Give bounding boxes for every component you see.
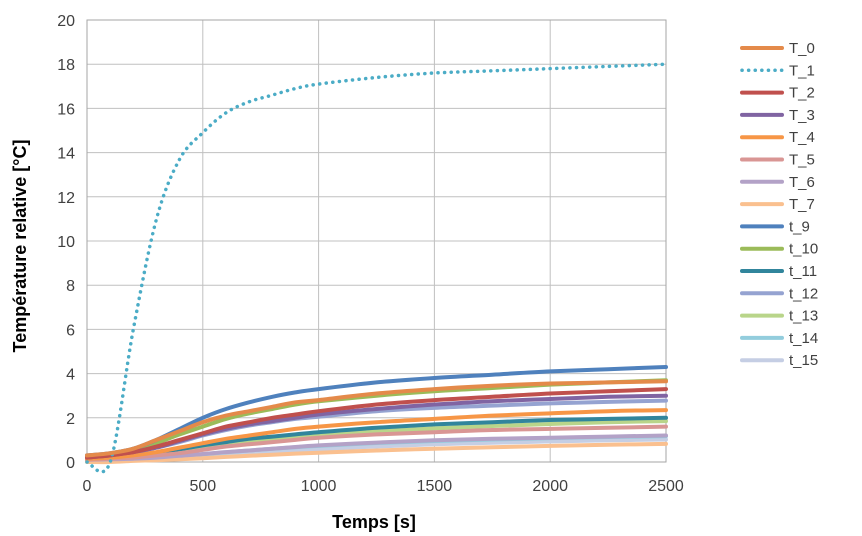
legend-label: t_10	[789, 241, 818, 258]
y-tick-label: 0	[66, 455, 75, 472]
y-axis-ticks: 0 2 4 6 8 10 12 14 16 18 20	[57, 13, 75, 472]
series-line-t-4	[85, 408, 668, 461]
x-tick-label: 1500	[417, 478, 453, 495]
series-layer	[85, 62, 668, 474]
y-tick-label: 8	[66, 278, 75, 295]
x-tick-label: 500	[189, 478, 216, 495]
legend-label: T_0	[789, 40, 815, 57]
plot-frame	[86, 19, 667, 463]
legend-label: t_14	[789, 330, 818, 347]
x-axis-ticks: 0 500 1000 1500 2000 2500	[83, 478, 684, 495]
y-axis-title: Température relative [°C]	[10, 140, 30, 353]
legend-label: t_12	[789, 285, 818, 302]
series-line-t-5	[85, 424, 668, 462]
y-tick-label: 2	[66, 411, 75, 428]
x-axis-title: Temps [s]	[332, 512, 416, 532]
y-tick-label: 4	[66, 367, 75, 384]
legend-label: T_5	[789, 152, 815, 169]
x-tick-label: 0	[83, 478, 92, 495]
legend-label: t_13	[789, 308, 818, 325]
y-tick-label: 10	[57, 234, 75, 251]
y-tick-label: 18	[57, 57, 75, 74]
legend-label: T_2	[789, 85, 815, 102]
legend-label: T_6	[789, 174, 815, 191]
series-line-t-0	[85, 379, 668, 458]
y-tick-label: 6	[66, 322, 75, 339]
y-tick-label: 14	[57, 146, 75, 163]
y-tick-label: 20	[57, 13, 75, 30]
series-line-t-7	[85, 441, 668, 465]
legend-label: T_4	[789, 129, 815, 146]
legend-label: T_7	[789, 196, 815, 213]
legend-label: t_11	[789, 263, 817, 280]
x-tick-label: 1000	[301, 478, 337, 495]
y-tick-label: 12	[57, 190, 75, 207]
legend-label: T_1	[789, 62, 815, 79]
x-tick-label: 2000	[532, 478, 568, 495]
legend-label: t_15	[789, 352, 818, 369]
legend-label: t_9	[789, 218, 810, 235]
y-tick-label: 16	[57, 101, 75, 118]
legend-label: T_3	[789, 107, 815, 124]
series-line-t-1	[85, 62, 668, 474]
series-line-t-2	[85, 387, 668, 460]
x-tick-label: 2500	[648, 478, 684, 495]
legend: T_0 T_1 T_2 T_3 T_4 T_5 T_6 T_7 t_9 t_10 t_11 t_12t…	[740, 40, 818, 369]
